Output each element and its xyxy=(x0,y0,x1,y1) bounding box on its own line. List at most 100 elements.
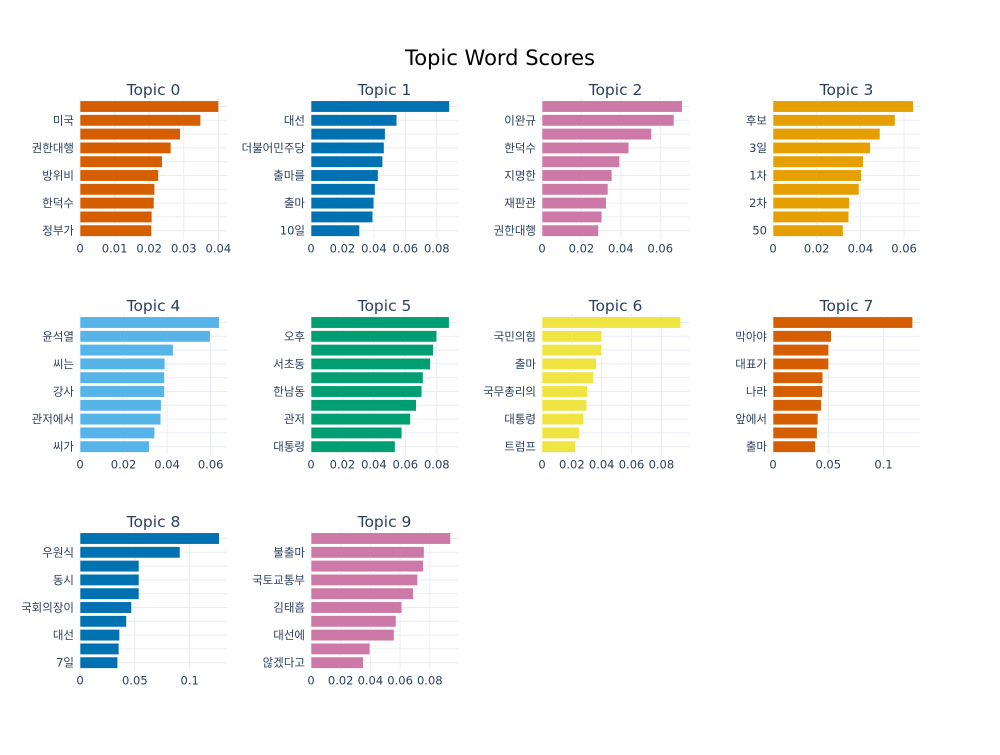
x-tick-label: 0.1 xyxy=(874,458,892,472)
category-label: 1차 xyxy=(749,169,767,183)
bar xyxy=(541,210,603,223)
bar xyxy=(310,371,424,384)
bar xyxy=(79,197,155,210)
bar xyxy=(310,128,386,141)
bar xyxy=(79,560,140,573)
x-tick-label: 0.04 xyxy=(206,242,232,256)
category-label: 국민의힘 xyxy=(494,329,536,343)
bar xyxy=(310,357,431,370)
bar xyxy=(310,114,398,127)
bar xyxy=(772,426,818,439)
bar xyxy=(772,128,881,141)
bar xyxy=(79,100,219,113)
x-tick-label: 0.05 xyxy=(815,458,841,472)
bar xyxy=(79,169,159,182)
bar xyxy=(541,440,576,453)
bar xyxy=(310,546,425,559)
category-label: 정부가 xyxy=(42,224,74,238)
bar xyxy=(310,573,418,586)
x-tick-label: 0.1 xyxy=(181,674,199,688)
bar xyxy=(79,155,163,168)
bar xyxy=(772,210,850,223)
bar xyxy=(310,413,411,426)
bar xyxy=(310,560,424,573)
category-label: 지명한 xyxy=(504,169,536,183)
category-label: 나라 xyxy=(746,385,768,399)
category-label: 씨가 xyxy=(53,440,75,454)
x-tick-label: 0.08 xyxy=(424,242,450,256)
x-tick-label: 0 xyxy=(307,674,314,688)
bar xyxy=(541,128,652,141)
subplot-title: Topic 1 xyxy=(357,81,412,99)
bar xyxy=(310,440,396,453)
x-tick-label: 0.05 xyxy=(122,674,148,688)
bar xyxy=(310,316,450,329)
category-label: 재판관 xyxy=(504,196,536,210)
bar xyxy=(79,573,140,586)
subplot-title: Topic 0 xyxy=(126,81,181,99)
x-tick-label: 0.04 xyxy=(848,242,874,256)
x-tick-label: 0.04 xyxy=(154,458,180,472)
category-label: 대통령 xyxy=(273,440,305,454)
x-tick-label: 0.02 xyxy=(330,458,356,472)
category-label: 트럼프 xyxy=(504,440,536,454)
bar xyxy=(541,183,609,196)
x-tick-label: 0 xyxy=(769,242,776,256)
category-label: 대선에 xyxy=(273,628,305,642)
bar xyxy=(79,385,165,398)
bar xyxy=(772,100,914,113)
bar xyxy=(79,128,181,141)
category-label: 출마 xyxy=(515,357,537,371)
bar xyxy=(772,169,862,182)
bar xyxy=(541,197,607,210)
category-label: 씨는 xyxy=(53,357,74,371)
bar xyxy=(772,330,832,343)
x-tick-label: 0.06 xyxy=(891,242,917,256)
x-tick-label: 0 xyxy=(76,242,83,256)
bar xyxy=(772,197,850,210)
bar xyxy=(541,224,599,237)
bar xyxy=(541,399,588,412)
x-tick-label: 0 xyxy=(538,458,545,472)
category-label: 강사 xyxy=(53,385,75,399)
bar xyxy=(79,183,156,196)
x-tick-label: 0.04 xyxy=(358,674,384,688)
bar xyxy=(772,155,864,168)
x-tick-label: 0.03 xyxy=(171,242,197,256)
category-label: 국무총리의 xyxy=(483,385,536,399)
bar xyxy=(79,399,162,412)
bar xyxy=(79,224,152,237)
subplot-title: Topic 3 xyxy=(819,81,874,99)
category-label: 출마 xyxy=(284,196,306,210)
bar xyxy=(310,615,397,628)
bar xyxy=(310,601,403,614)
category-label: 출마를 xyxy=(273,169,305,183)
x-tick-label: 0.02 xyxy=(111,458,137,472)
category-label: 한덕수 xyxy=(504,141,536,155)
x-tick-label: 0.08 xyxy=(417,674,443,688)
bar xyxy=(79,656,119,669)
subplot-title: Topic 7 xyxy=(819,297,874,315)
bar xyxy=(310,183,376,196)
bar xyxy=(541,169,613,182)
bar xyxy=(772,344,830,357)
bar xyxy=(772,371,824,384)
category-label: 미국 xyxy=(53,113,74,127)
bar xyxy=(541,100,683,113)
bar xyxy=(772,183,860,196)
category-label: 대표가 xyxy=(735,357,767,371)
x-tick-label: 0.06 xyxy=(393,242,419,256)
x-tick-label: 0.04 xyxy=(361,242,387,256)
category-label: 3일 xyxy=(749,141,767,155)
x-tick-label: 0.01 xyxy=(102,242,128,256)
category-label: 대선 xyxy=(53,628,74,642)
bar xyxy=(79,114,202,127)
subplot-title: Topic 6 xyxy=(588,297,643,315)
bar xyxy=(310,642,371,655)
bar xyxy=(310,399,417,412)
bar xyxy=(541,316,682,329)
category-label: 권한대행 xyxy=(32,141,74,155)
